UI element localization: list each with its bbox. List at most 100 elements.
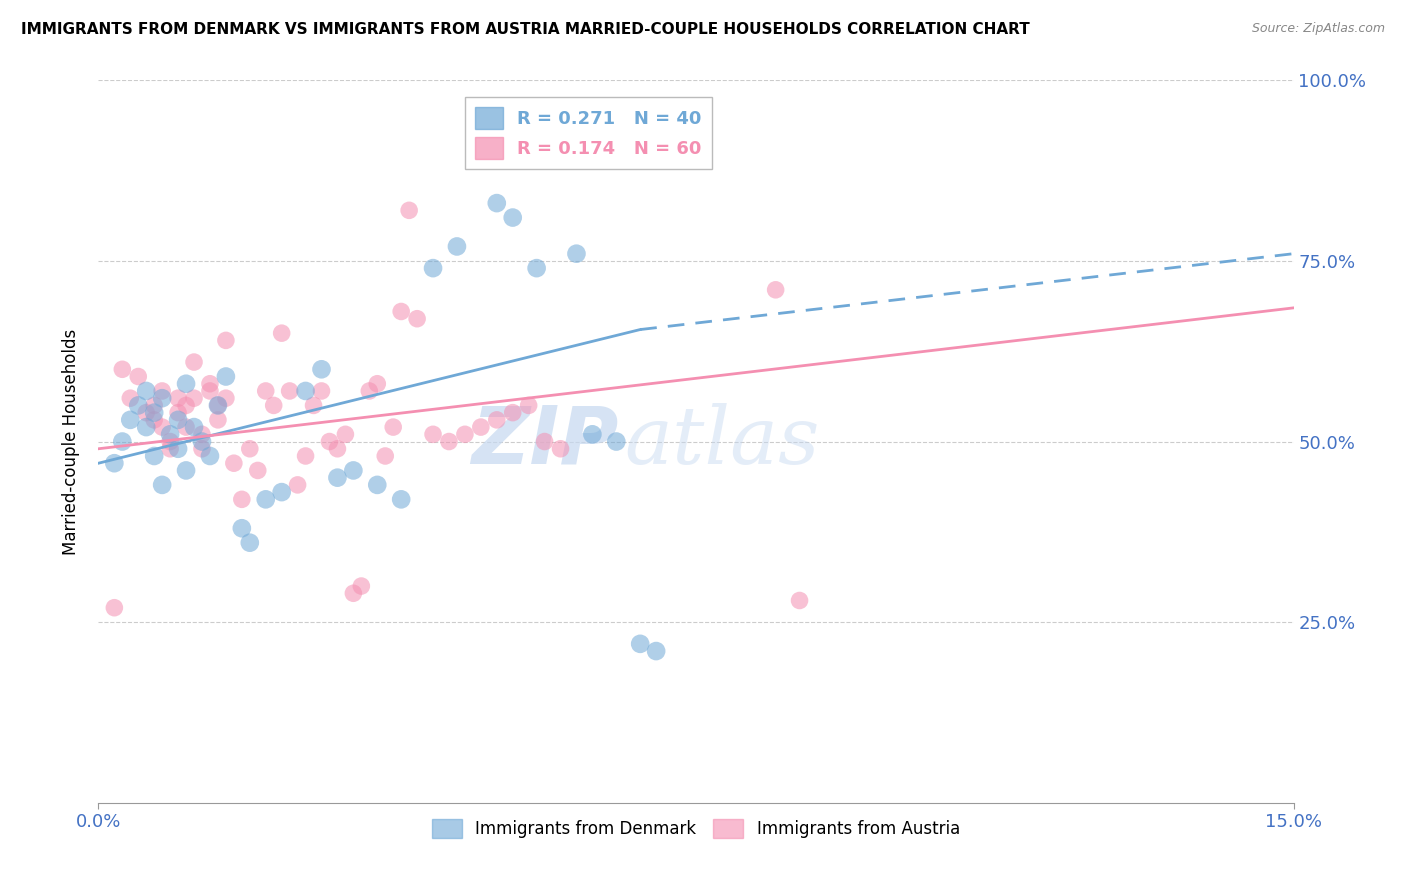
Point [454, 427, 477, 442]
Text: Source: ZipAtlas.com: Source: ZipAtlas.com [1251, 22, 1385, 36]
Point [254, 492, 277, 507]
Point [374, 449, 396, 463]
Point [150, 391, 173, 405]
Point [270, 326, 292, 340]
Point [350, 579, 373, 593]
Point [398, 203, 420, 218]
Point [765, 283, 787, 297]
Point [215, 334, 238, 348]
Point [311, 362, 333, 376]
Point [159, 427, 181, 442]
Point [198, 384, 221, 398]
Point [120, 391, 142, 405]
Point [215, 369, 238, 384]
Point [135, 420, 157, 434]
Point [143, 413, 166, 427]
Point [294, 384, 316, 398]
Point [198, 376, 221, 391]
Point [581, 427, 603, 442]
Point [183, 391, 205, 405]
Point [222, 456, 245, 470]
Point [207, 398, 229, 412]
Point [143, 398, 166, 412]
Point [111, 362, 134, 376]
Point [215, 391, 238, 405]
Point [103, 456, 125, 470]
Point [167, 413, 190, 427]
Point [120, 413, 142, 427]
Point [502, 406, 524, 420]
Point [135, 384, 157, 398]
Point [366, 478, 388, 492]
Point [605, 434, 627, 449]
Point [135, 406, 157, 420]
Point [470, 420, 492, 434]
Point [422, 427, 444, 442]
Point [287, 478, 309, 492]
Point [231, 492, 253, 507]
Point [167, 391, 190, 405]
Point [533, 434, 555, 449]
Point [517, 398, 540, 412]
Point [335, 427, 357, 442]
Point [485, 196, 508, 211]
Point [174, 376, 197, 391]
Point [326, 442, 349, 456]
Point [628, 637, 651, 651]
Point [167, 442, 190, 456]
Point [645, 644, 668, 658]
Point [127, 369, 149, 384]
Point [183, 355, 205, 369]
Point [382, 420, 405, 434]
Point [143, 406, 166, 420]
Point [565, 246, 588, 260]
Point [143, 449, 166, 463]
Point [103, 600, 125, 615]
Point [159, 434, 181, 449]
Point [294, 449, 316, 463]
Point [191, 442, 214, 456]
Point [207, 398, 229, 412]
Point [278, 384, 301, 398]
Point [789, 593, 811, 607]
Point [239, 442, 262, 456]
Text: ZIP: ZIP [471, 402, 619, 481]
Point [502, 211, 524, 225]
Point [198, 449, 221, 463]
Text: IMMIGRANTS FROM DENMARK VS IMMIGRANTS FROM AUSTRIA MARRIED-COUPLE HOUSEHOLDS COR: IMMIGRANTS FROM DENMARK VS IMMIGRANTS FR… [21, 22, 1029, 37]
Point [111, 434, 134, 449]
Point [318, 434, 340, 449]
Point [550, 442, 572, 456]
Point [359, 384, 381, 398]
Point [231, 521, 253, 535]
Point [207, 413, 229, 427]
Point [174, 463, 197, 477]
Point [191, 427, 214, 442]
Point [174, 420, 197, 434]
Point [302, 398, 325, 412]
Point [485, 413, 508, 427]
Point [239, 535, 262, 549]
Point [437, 434, 460, 449]
Point [246, 463, 269, 477]
Point [127, 398, 149, 412]
Point [254, 384, 277, 398]
Point [366, 376, 388, 391]
Point [342, 463, 364, 477]
Y-axis label: Married-couple Households: Married-couple Households [62, 328, 80, 555]
Point [191, 434, 214, 449]
Point [183, 420, 205, 434]
Point [311, 384, 333, 398]
Point [174, 398, 197, 412]
Point [406, 311, 429, 326]
Text: atlas: atlas [624, 403, 820, 480]
Legend: Immigrants from Denmark, Immigrants from Austria: Immigrants from Denmark, Immigrants from… [426, 813, 966, 845]
Point [263, 398, 285, 412]
Point [389, 304, 412, 318]
Point [342, 586, 364, 600]
Point [159, 442, 181, 456]
Point [150, 384, 173, 398]
Point [150, 478, 173, 492]
Point [422, 261, 444, 276]
Point [326, 470, 349, 484]
